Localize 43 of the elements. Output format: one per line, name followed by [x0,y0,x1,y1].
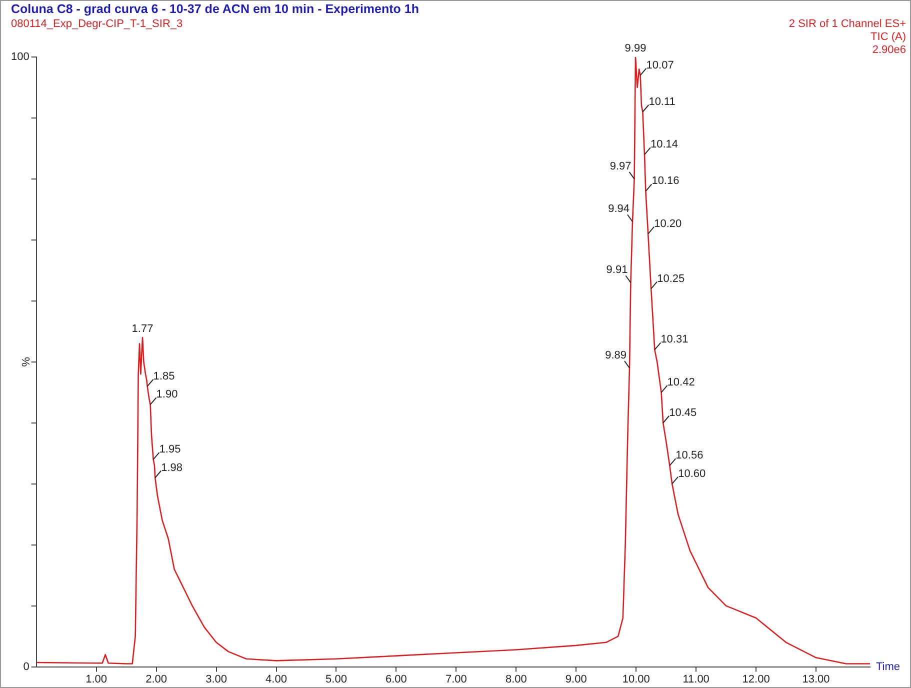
annotation: 1.95 [159,444,181,456]
annotation: 1.98 [161,462,183,474]
chart-title: Coluna C8 - grad curva 6 - 10-37 de ACN em 10 min - Experimento 1h [11,2,419,16]
x-tick-label: 11.00 [682,673,710,686]
annotation: 10.11 [648,96,676,108]
annotation: 10.31 [660,334,688,346]
annotation: 1.90 [156,388,178,401]
y-tick-label: 100 [10,51,30,64]
chart-subtitle: 080114_Exp_Degr-CIP_T-1_SIR_3 [11,18,183,30]
text: 2.90e6 [871,44,906,57]
annotation: 10.25 [657,272,685,285]
annotation: 9.94 [608,203,630,216]
y-axis-title: % [20,356,32,367]
x-tick-label: 10.00 [622,673,650,686]
annotation: 9.89 [605,350,626,362]
x-tick-label: 9.00 [565,673,587,686]
x-tick-label: 12.00 [742,673,770,686]
x-axis-title: Time [876,660,900,673]
annotation: 10.07 [646,59,674,72]
text: TIC (A) [870,31,906,44]
x-tick-label: 1.00 [86,673,108,686]
annotation: 10.16 [652,175,680,188]
x-tick-label: 5.00 [326,673,347,686]
x-tick-label: 13.00 [802,673,830,686]
x-tick-label: 3.00 [206,673,227,686]
x-tick-label: 4.00 [266,673,287,686]
annotation: 9.99 [624,42,646,55]
annotation: 1.77 [132,323,154,336]
annotation: 10.20 [654,218,682,230]
annotation: 10.60 [678,468,706,480]
x-tick-label: 8.00 [505,673,527,686]
annotation: 9.91 [606,264,628,276]
annotation: 10.56 [676,450,704,462]
text: 2 SIR of 1 Channel ES+ [788,18,906,31]
annotation: 10.42 [667,376,695,388]
x-tick-label: 7.00 [445,673,467,686]
annotation: 10.45 [669,406,697,419]
annotation: 9.97 [610,160,632,172]
x-tick-label: 2.00 [146,673,168,686]
annotation: 1.85 [153,370,175,382]
annotation: 10.14 [650,138,678,151]
x-tick-label: 6.00 [385,673,407,686]
y-tick-label: 0 [23,660,30,673]
